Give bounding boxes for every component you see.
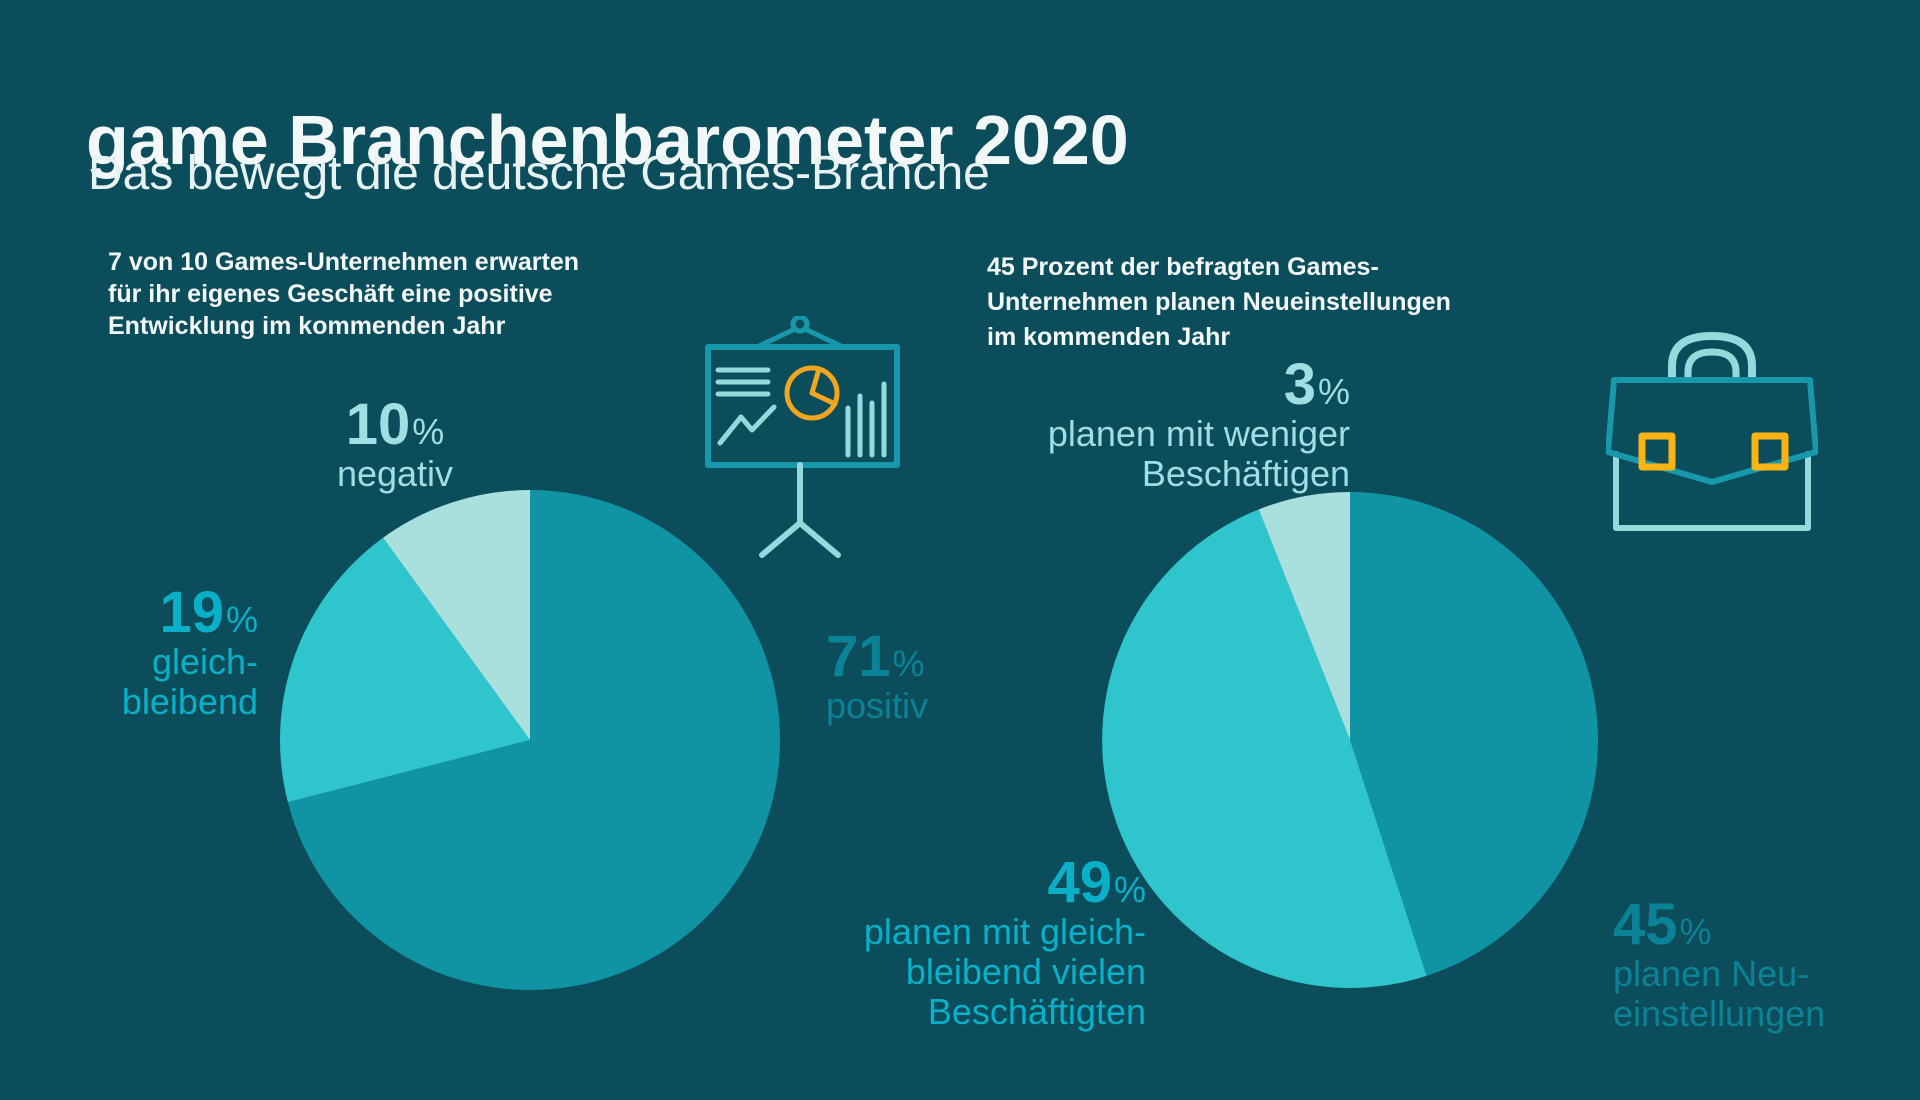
briefcase-icon <box>1606 332 1818 531</box>
label-negativ: 10% negativ <box>295 396 495 494</box>
board-trend-line <box>717 404 777 446</box>
label-gleichbleibend-value: 19% <box>159 580 258 645</box>
presentation-board-icon <box>705 316 900 558</box>
pie-slice-planen-mit-weniger-besch-ftigen <box>1258 492 1350 740</box>
briefcase-handle-inner <box>1684 348 1740 382</box>
pie-slice-negativ <box>383 490 530 740</box>
briefcase-buckle-left <box>1638 432 1676 471</box>
briefcase-body <box>1613 451 1811 531</box>
label-weniger-beschaeftigte: 3% planen mit weniger Beschäftigen <box>1030 356 1350 494</box>
intro-line: 7 von 10 Games-Unternehmen erwarten <box>108 248 579 276</box>
label-positiv-value: 71% <box>826 624 925 689</box>
board-hanger-ring <box>790 316 810 334</box>
label-negativ-value: 10% <box>345 392 445 457</box>
board-bar-chart <box>845 381 887 458</box>
pie-chart-hiring-plans <box>1102 492 1598 988</box>
intro-line: Entwicklung im kommenden Jahr <box>108 312 506 340</box>
right-chart-intro: 45 Prozent der befragten Games- Unterneh… <box>987 250 1451 355</box>
pie-slice-planen-mit-gleich-bleibend-vielen-besch-ftigten <box>1102 509 1427 988</box>
page-title: game Branchenbarometer 2020 <box>86 100 1129 179</box>
intro-line: für ihr eigenes Geschäft eine positive <box>108 280 553 308</box>
board-text-lines <box>715 367 771 397</box>
label-neueinstellungen: 45% planen Neu- einstellungen <box>1613 896 1893 1034</box>
label-positiv: 71% positiv <box>826 628 1086 726</box>
pie-slice-gleich-bleibend <box>280 537 530 803</box>
briefcase-buckle-right <box>1751 432 1789 471</box>
label-gleichbleibend-beschaeftigte: 49% planen mit gleich- bleibend vielen B… <box>846 854 1146 1032</box>
pie-chart-business-outlook <box>280 490 780 990</box>
intro-line: Unternehmen planen Neueinstellungen <box>987 288 1451 316</box>
board-frame <box>705 344 900 468</box>
intro-line: 45 Prozent der befragten Games- <box>987 253 1379 281</box>
label-neueinstellungen-value: 45% <box>1613 892 1712 957</box>
label-gleichbleibend-r-value: 49% <box>1047 850 1146 915</box>
pie-slice-planen-neu-einstellungen <box>1350 492 1598 976</box>
board-pie-icon <box>784 365 840 421</box>
briefcase-handle-outer <box>1668 332 1756 382</box>
page-subtitle: Das bewegt die deutsche Games-Branche <box>88 147 990 200</box>
intro-line: im kommenden Jahr <box>987 323 1231 351</box>
pie-slice-positiv <box>287 490 780 990</box>
left-chart-intro: 7 von 10 Games-Unternehmen erwarten für … <box>108 246 579 342</box>
label-gleichbleibend: 19% gleich- bleibend <box>38 584 258 722</box>
board-tripod-stand <box>759 462 841 558</box>
label-weniger-value: 3% <box>1283 352 1350 417</box>
